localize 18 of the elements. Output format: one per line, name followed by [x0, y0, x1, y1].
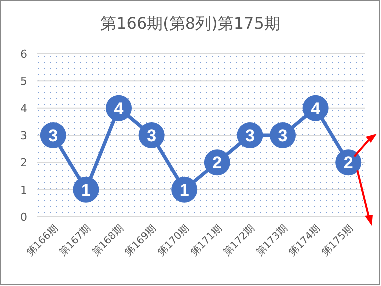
- y-tick-label: 4: [20, 102, 28, 116]
- y-tick-label: 6: [20, 48, 28, 61]
- y-tick-label: 3: [20, 130, 28, 142]
- chart-title: 第166期(第8列)第175期: [100, 14, 280, 33]
- y-tick-label: 0: [20, 211, 28, 224]
- y-tick-label: 1: [20, 184, 28, 197]
- data-label: 3: [48, 126, 58, 146]
- data-label: 4: [311, 99, 322, 118]
- data-label: 3: [245, 126, 255, 146]
- data-label: 1: [180, 180, 190, 200]
- data-label: 2: [344, 154, 354, 173]
- y-tick-label: 5: [20, 75, 28, 88]
- data-label: 3: [278, 126, 288, 146]
- data-label: 3: [147, 126, 157, 146]
- data-label: 1: [81, 180, 91, 200]
- y-tick-label: 2: [20, 156, 28, 170]
- data-label: 2: [212, 154, 222, 173]
- data-label: 4: [114, 99, 124, 118]
